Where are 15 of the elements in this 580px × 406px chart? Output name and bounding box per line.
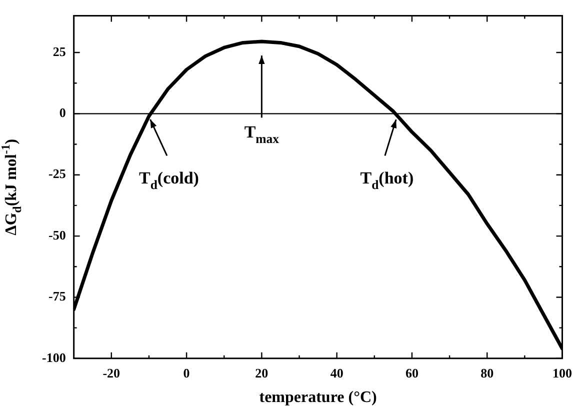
- x-tick-label: 20: [255, 366, 268, 381]
- y-axis-title: ΔGd(kJ mol-1): [0, 138, 24, 236]
- y-tick-label: 25: [52, 44, 66, 59]
- x-tick-label: -20: [102, 366, 120, 381]
- x-axis-title: temperature (°C): [259, 389, 377, 406]
- y-tick-label: -100: [42, 350, 66, 365]
- y-tick-label: -50: [48, 227, 66, 242]
- x-tick-label: 80: [480, 366, 494, 381]
- y-tick-label: -25: [48, 166, 66, 182]
- x-tick-label: 100: [552, 366, 572, 381]
- x-tick-label: 40: [330, 366, 344, 381]
- y-tick-label: -75: [48, 288, 66, 304]
- y-tick-label: 0: [59, 105, 66, 120]
- x-tick-label: 0: [183, 366, 190, 381]
- x-tick-label: 60: [405, 366, 418, 381]
